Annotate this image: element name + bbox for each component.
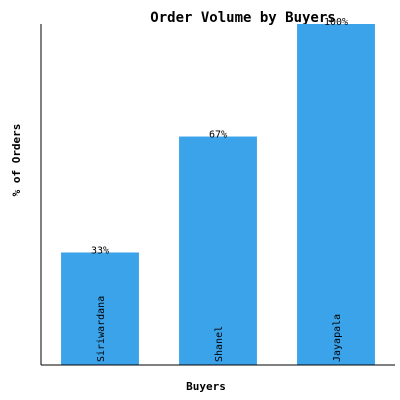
bar-siriwardana (61, 252, 139, 365)
bars-group (61, 24, 375, 365)
x-axis-label: Buyers (186, 380, 226, 393)
labels-group: 33% Siriwardana 67% Shanel 100% Jayapala (91, 17, 348, 362)
x-tick-label-jayapala: Jayapala (332, 314, 343, 362)
data-label-jayapala: 100% (324, 17, 348, 28)
y-axis-label: % of Orders (10, 124, 23, 197)
chart-title: Order Volume by Buyers (150, 10, 335, 26)
x-tick-label-siriwardana: Siriwardana (96, 296, 107, 362)
x-tick-label-shanel: Shanel (214, 326, 225, 362)
bar-jayapala (297, 24, 375, 365)
data-label-siriwardana: 33% (91, 245, 109, 256)
data-label-shanel: 67% (209, 130, 227, 141)
bar-shanel (179, 136, 257, 365)
